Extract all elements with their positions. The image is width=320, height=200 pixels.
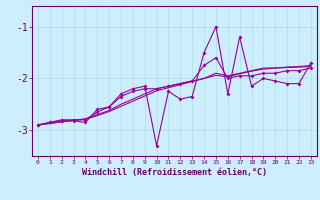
X-axis label: Windchill (Refroidissement éolien,°C): Windchill (Refroidissement éolien,°C) (82, 168, 267, 177)
